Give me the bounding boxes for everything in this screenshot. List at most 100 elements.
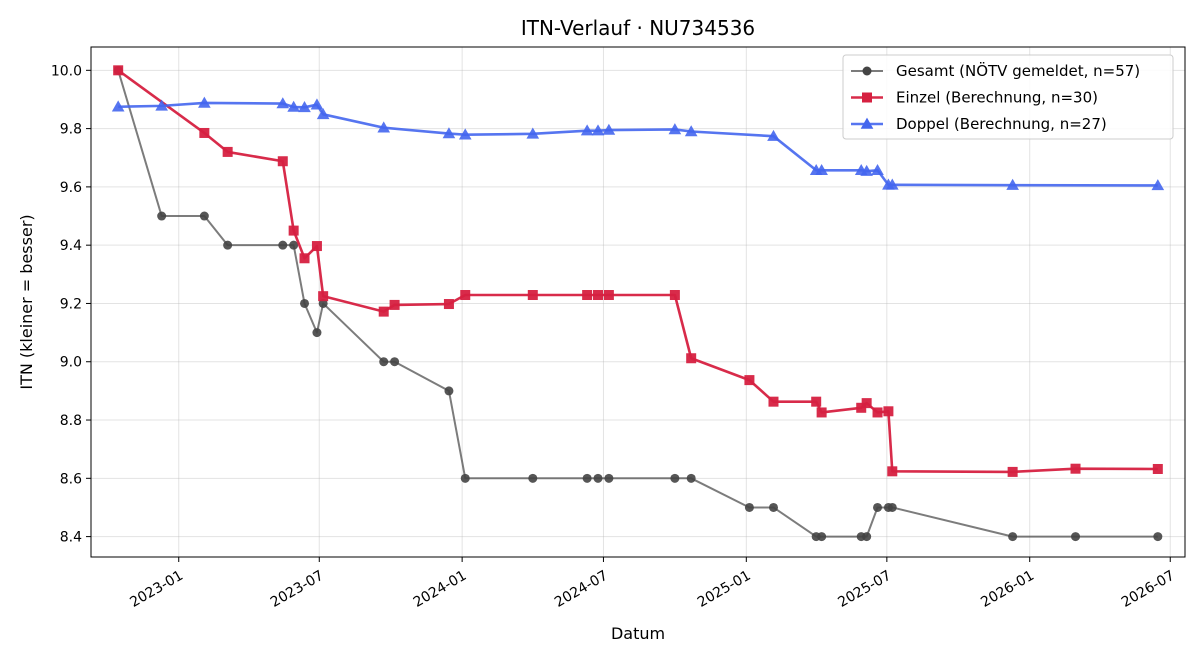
data-point-einzel — [222, 146, 233, 157]
data-point-doppel — [1006, 178, 1019, 190]
legend-label-doppel: Doppel (Berechnung, n=27) — [896, 115, 1107, 133]
data-point-einzel — [887, 466, 898, 477]
data-point-doppel — [287, 100, 300, 112]
legend-marker-einzel — [862, 92, 872, 103]
plot-area-frame — [90, 46, 1186, 558]
data-point-doppel — [298, 101, 311, 113]
data-point-gesamt — [318, 298, 328, 308]
data-point-doppel — [316, 107, 330, 120]
x-axis-label: Datum — [611, 624, 665, 643]
y-tick-label: 9.8 — [60, 122, 82, 138]
data-point-doppel — [276, 97, 290, 109]
data-point-einzel — [686, 353, 697, 364]
legend-item-einzel: Einzel (Berechnung, n=30) — [851, 89, 1098, 107]
y-tick-label: 9.2 — [60, 296, 82, 312]
data-point-doppel — [155, 99, 168, 111]
series-doppel — [111, 96, 1165, 191]
data-point-doppel — [1151, 179, 1165, 191]
data-point-einzel — [527, 290, 538, 301]
legend-label-einzel: Einzel (Berechnung, n=30) — [896, 89, 1098, 107]
data-point-gesamt — [289, 240, 299, 250]
data-point-einzel — [669, 290, 680, 301]
y-tick-label: 10.0 — [51, 63, 82, 79]
data-point-gesamt — [278, 240, 288, 250]
data-point-doppel — [602, 123, 616, 135]
data-point-doppel — [591, 124, 605, 136]
data-point-gesamt — [528, 473, 538, 483]
data-point-einzel — [389, 299, 400, 310]
data-point-gesamt — [379, 357, 389, 367]
data-point-einzel — [277, 156, 288, 167]
data-point-einzel — [872, 407, 883, 418]
data-point-doppel — [580, 124, 594, 136]
data-point-doppel — [668, 123, 682, 135]
data-point-einzel — [582, 290, 593, 301]
data-point-gesamt — [199, 211, 209, 221]
data-point-einzel — [816, 407, 827, 418]
data-point-einzel — [768, 396, 779, 407]
data-point-gesamt — [670, 473, 680, 483]
data-point-gesamt — [1008, 532, 1018, 542]
data-point-einzel — [744, 375, 755, 386]
data-point-einzel — [460, 290, 471, 301]
y-axis-label: ITN (kleiner = besser) — [17, 214, 36, 389]
data-point-doppel — [885, 178, 899, 190]
data-point-doppel — [526, 127, 540, 139]
data-point-doppel — [458, 128, 472, 140]
legend-marker-doppel — [860, 117, 874, 129]
data-point-gesamt — [390, 357, 400, 367]
data-point-einzel — [443, 299, 454, 310]
data-point-einzel — [1070, 463, 1081, 474]
data-point-einzel — [199, 127, 210, 138]
y-tick-label: 9.6 — [60, 180, 82, 196]
y-tick-label: 8.8 — [60, 413, 82, 429]
series-gesamt — [113, 65, 1163, 542]
data-point-einzel — [318, 291, 329, 302]
data-point-gesamt — [1153, 532, 1163, 542]
legend-marker-gesamt — [862, 66, 872, 76]
data-point-gesamt — [223, 240, 233, 250]
data-point-gesamt — [744, 502, 754, 512]
data-point-doppel — [377, 121, 391, 133]
data-point-doppel — [684, 125, 698, 137]
data-point-gesamt — [887, 502, 897, 512]
data-point-gesamt — [873, 502, 883, 512]
series-einzel — [113, 65, 1163, 477]
data-point-einzel — [593, 290, 604, 301]
data-point-doppel — [198, 96, 211, 108]
data-point-einzel — [603, 290, 614, 301]
legend-item-gesamt: Gesamt (NÖTV gemeldet, n=57) — [851, 61, 1140, 80]
data-point-gesamt — [862, 532, 872, 542]
chart-title: ITN-Verlauf · NU734536 — [521, 16, 755, 40]
data-point-einzel — [288, 225, 299, 236]
data-point-doppel — [442, 127, 456, 139]
data-point-gesamt — [582, 473, 592, 483]
data-point-gesamt — [593, 473, 603, 483]
data-point-einzel — [311, 241, 322, 252]
y-tick-label: 8.6 — [60, 471, 82, 487]
data-point-gesamt — [817, 532, 827, 542]
data-point-einzel — [113, 65, 124, 76]
data-point-doppel — [871, 163, 884, 176]
data-point-doppel — [767, 129, 780, 141]
data-point-gesamt — [444, 386, 454, 396]
y-tick-label: 8.4 — [60, 530, 82, 546]
data-point-einzel — [1007, 466, 1018, 477]
data-point-doppel — [815, 163, 828, 176]
data-point-gesamt — [157, 211, 167, 221]
data-point-gesamt — [1071, 532, 1081, 542]
data-point-gesamt — [300, 298, 310, 308]
data-point-einzel — [299, 253, 310, 264]
legend-box — [842, 54, 1174, 140]
data-point-gesamt — [604, 473, 614, 483]
data-point-doppel — [111, 100, 125, 112]
data-point-einzel — [378, 306, 389, 317]
legend: Gesamt (NÖTV gemeldet, n=57) Einzel (Bere… — [842, 54, 1174, 140]
data-point-einzel — [861, 398, 872, 409]
data-point-gesamt — [768, 502, 778, 512]
data-point-einzel — [811, 396, 822, 407]
data-point-gesamt — [686, 473, 696, 483]
y-tick-label: 9.0 — [60, 355, 82, 371]
data-point-gesamt — [312, 328, 322, 338]
y-tick-label: 9.4 — [60, 238, 82, 254]
